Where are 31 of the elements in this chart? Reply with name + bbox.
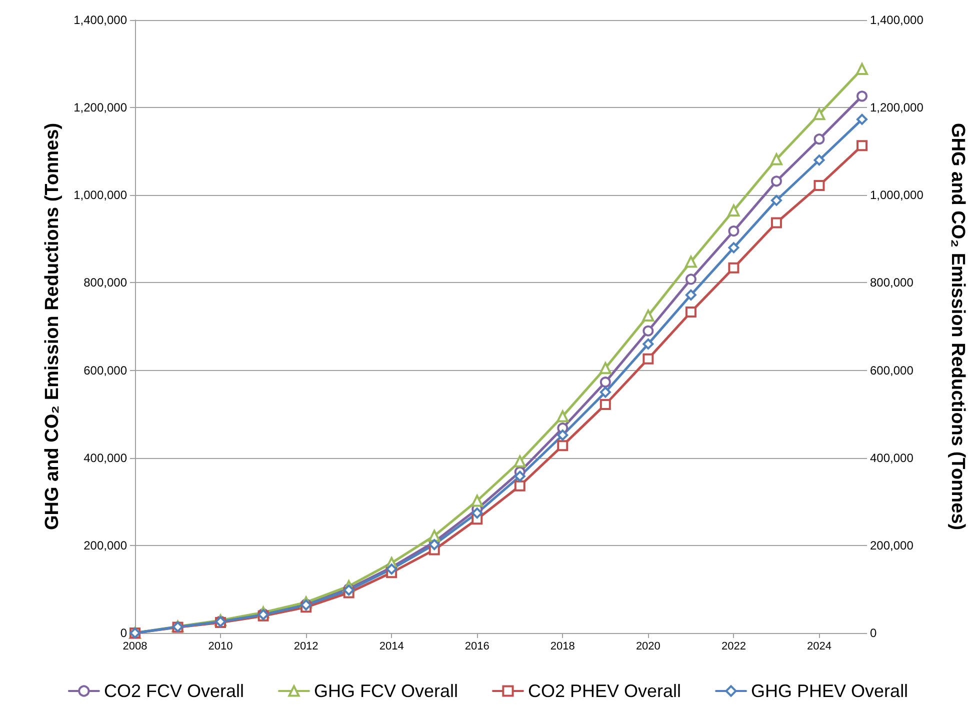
y-tick-label: 0 [120,626,128,640]
legend-label: GHG PHEV Overall [751,681,908,701]
x-tick-label: 2020 [636,640,660,652]
x-tick-label: 2008 [122,640,148,652]
y-tick-label: 800,000 [84,276,128,290]
y-axis-title: GHG and CO₂ Emission Reductions (Tonnes) [42,122,64,532]
y-tick-label: 400,000 [84,450,128,465]
legend-label: CO2 FCV Overall [104,681,244,701]
y2-tick-label: 1,400,000 [870,13,924,27]
legend-label: GHG FCV Overall [314,681,458,701]
y2-axis-title: GHG and CO₂ Emission Reductions (Tonnes) [946,122,968,532]
x-tick-label: 2018 [550,640,575,652]
x-tick-label: 2014 [379,640,404,652]
y-tick-label: 1,400,000 [74,13,128,27]
y-tick-label: 1,000,000 [74,188,128,202]
y-tick-label: 200,000 [84,538,128,552]
y-tick-label: 1,200,000 [74,100,128,115]
x-tick-label: 2012 [294,640,318,652]
y2-tick-label: 0 [870,626,877,640]
y2-tick-label: 400,000 [870,450,914,465]
x-tick-label: 2022 [721,640,746,652]
y2-tick-label: 800,000 [870,276,914,290]
y2-tick-label: 1,000,000 [870,188,924,202]
x-tick-label: 2024 [806,640,832,652]
legend-label: CO2 PHEV Overall [528,681,682,701]
y2-tick-label: 200,000 [870,538,914,552]
y-tick-label: 600,000 [84,363,128,378]
y2-tick-label: 1,200,000 [870,100,924,115]
x-tick-label: 2016 [464,640,490,652]
y2-tick-label: 600,000 [870,363,914,378]
x-tick-label: 2010 [208,640,233,652]
